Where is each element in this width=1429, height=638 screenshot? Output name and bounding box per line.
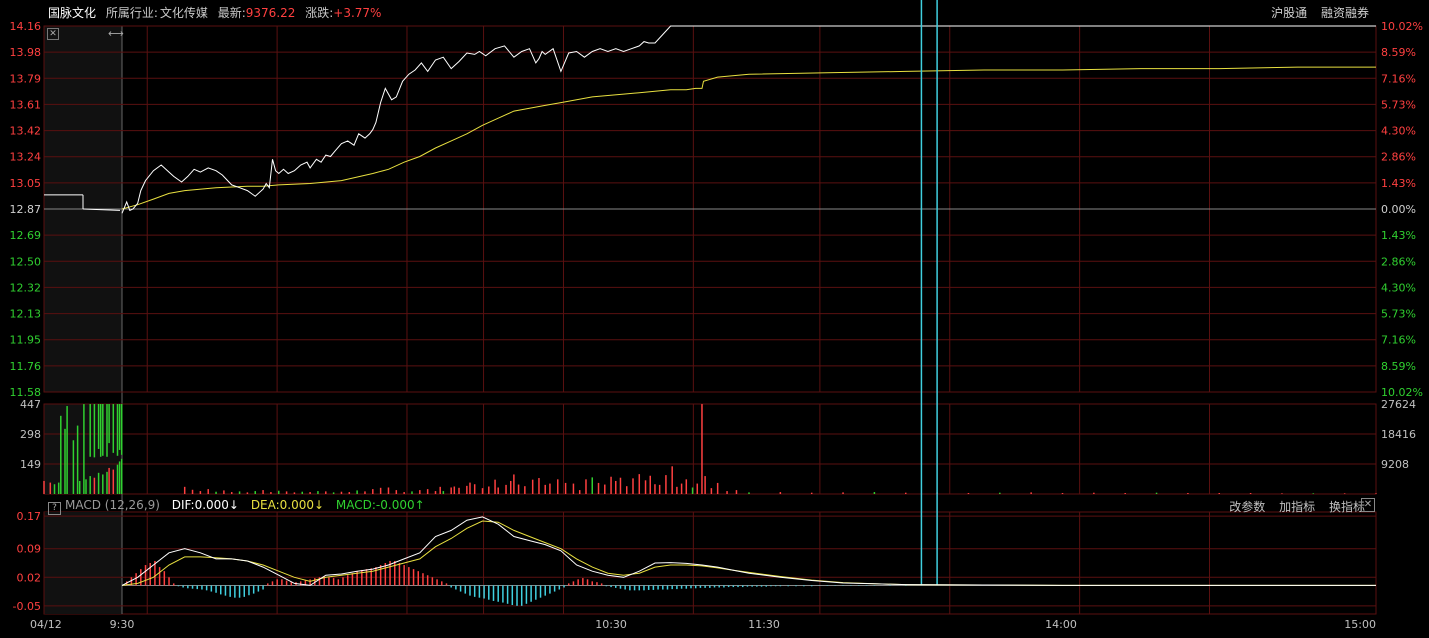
help-icon[interactable]: ? xyxy=(48,502,61,515)
volume-tick-left: 149 xyxy=(20,458,41,471)
volume-tick-right: 9208 xyxy=(1381,458,1409,471)
dea-value: DEA:0.000↓ xyxy=(250,498,325,512)
macd-value: MACD:-0.000↑ xyxy=(335,498,425,512)
pct-tick-right: 2.86% xyxy=(1381,255,1416,268)
price-tick-left: 12.69 xyxy=(10,229,42,242)
pct-tick-right: 0.00% xyxy=(1381,203,1416,216)
industry-label: 所属行业: xyxy=(105,6,158,20)
pct-tick-right: 5.73% xyxy=(1381,98,1416,111)
close-indicator-icon[interactable]: ✕ xyxy=(1361,498,1375,512)
price-tick-left: 12.87 xyxy=(10,203,42,216)
time-tick: 10:30 xyxy=(595,618,627,631)
macd-tick-left: -0.05 xyxy=(13,600,41,613)
price-tick-left: 12.13 xyxy=(10,308,42,321)
price-tick-left: 13.42 xyxy=(10,125,42,138)
volume-tick-right: 27624 xyxy=(1381,398,1416,411)
price-tick-left: 12.50 xyxy=(10,255,42,268)
pct-tick-right: 7.16% xyxy=(1381,334,1416,347)
macd-title: MACD (12,26,9) xyxy=(65,498,160,512)
date-label: 04/12 xyxy=(30,618,62,631)
pre-open-price2 xyxy=(82,208,121,211)
pct-tick-right: 10.02% xyxy=(1381,20,1423,33)
time-tick: 15:00 xyxy=(1344,618,1376,631)
macd-header: ? MACD (12,26,9) DIF:0.000↓ DEA:0.000↓ MA… xyxy=(48,498,433,515)
price-tick-left: 11.95 xyxy=(10,334,42,347)
switch-indicator-button[interactable]: 换指标 xyxy=(1328,500,1365,514)
pct-tick-right: 7.16% xyxy=(1381,72,1416,85)
dif-line xyxy=(121,516,1376,586)
pct-tick-right: 8.59% xyxy=(1381,46,1416,59)
dea-line xyxy=(121,520,1376,586)
hk-connect-link[interactable]: 沪股通 xyxy=(1271,6,1308,20)
pct-tick-right: 10.02% xyxy=(1381,386,1423,399)
macd-tick-left: 0.02 xyxy=(17,571,42,584)
edit-params-button[interactable]: 改参数 xyxy=(1229,500,1266,514)
pre-open-shade-macd xyxy=(44,512,122,614)
pct-tick-right: 8.59% xyxy=(1381,360,1416,373)
pre-open-shade-vol xyxy=(44,404,122,494)
volume-tick-left: 447 xyxy=(20,398,41,411)
price-tick-left: 11.58 xyxy=(10,386,42,399)
add-indicator-button[interactable]: 加指标 xyxy=(1279,500,1316,514)
time-tick: 9:30 xyxy=(110,618,135,631)
volume-tick-left: 298 xyxy=(20,428,41,441)
price-tick-left: 13.98 xyxy=(10,46,42,59)
quote-header: 国脉文化 所属行业: 文化传媒 最新:9376.22 涨跌:+3.77% xyxy=(48,4,387,21)
pct-tick-right: 4.30% xyxy=(1381,281,1416,294)
latest-label: 最新: xyxy=(217,6,246,20)
price-tick-left: 13.79 xyxy=(10,72,42,85)
average-price-line xyxy=(121,66,1376,210)
change-label: 涨跌: xyxy=(305,6,334,20)
pct-tick-right: 1.43% xyxy=(1381,229,1416,242)
time-tick: 14:00 xyxy=(1045,618,1077,631)
dif-value: DIF:0.000↓ xyxy=(171,498,239,512)
time-tick: 11:30 xyxy=(748,618,780,631)
latest-value: 9376.22 xyxy=(245,6,296,20)
pct-tick-right: 4.30% xyxy=(1381,125,1416,138)
close-icon[interactable]: ✕ xyxy=(47,28,59,40)
macd-tick-left: 0.17 xyxy=(17,510,42,523)
volume-frame xyxy=(43,403,1377,495)
pct-tick-right: 2.86% xyxy=(1381,151,1416,164)
top-links: 沪股通 融资融券 xyxy=(1261,4,1369,21)
pct-tick-right: 1.43% xyxy=(1381,177,1416,190)
macd-frame xyxy=(43,511,1377,615)
pct-tick-right: 5.73% xyxy=(1381,308,1416,321)
macd-tick-left: 0.09 xyxy=(17,543,42,556)
volume-tick-right: 18416 xyxy=(1381,428,1416,441)
change-value: +3.77% xyxy=(333,6,382,20)
resize-icon[interactable]: ⟷ xyxy=(108,27,124,40)
price-tick-left: 13.61 xyxy=(10,98,42,111)
price-line xyxy=(121,25,1376,214)
price-tick-left: 13.24 xyxy=(10,151,42,164)
industry-value[interactable]: 文化传媒 xyxy=(159,6,208,20)
price-tick-left: 13.05 xyxy=(10,177,42,190)
price-tick-left: 14.16 xyxy=(10,20,42,33)
indicator-actions: 改参数 加指标 换指标 xyxy=(1219,498,1365,515)
price-tick-left: 12.32 xyxy=(10,281,42,294)
stock-name: 国脉文化 xyxy=(48,6,97,20)
price-tick-left: 11.76 xyxy=(10,360,42,373)
margin-trading-link[interactable]: 融资融券 xyxy=(1320,6,1369,20)
